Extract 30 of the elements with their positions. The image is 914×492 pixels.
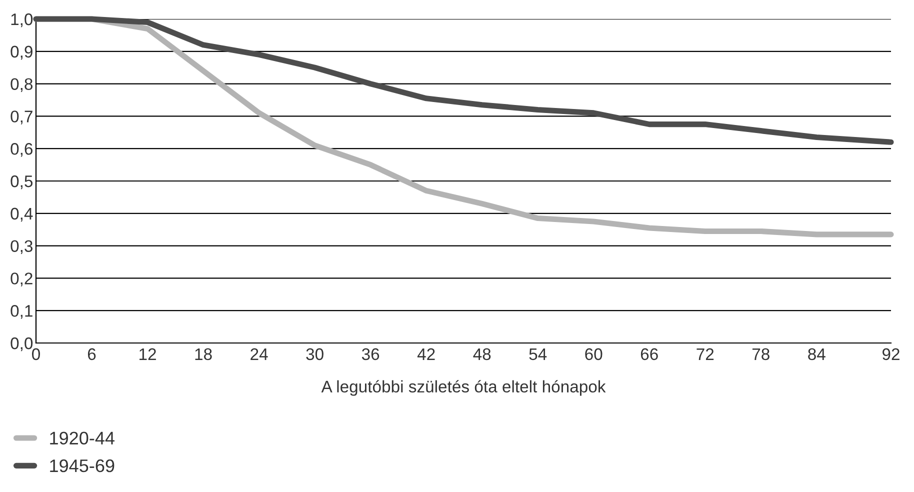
x-tick-label: 48 xyxy=(473,348,491,360)
x-tick-label: 30 xyxy=(306,348,324,360)
x-tick-label: 12 xyxy=(140,348,156,360)
x-tick-label: 84 xyxy=(808,348,826,360)
x-tick-label: 6 xyxy=(88,348,96,360)
x-tick-label: 54 xyxy=(529,348,547,360)
x-tick-label: 78 xyxy=(752,348,770,360)
y-tick-label: 0,5 xyxy=(10,175,33,190)
x-tick-label: 60 xyxy=(585,348,602,360)
x-tick-label: 36 xyxy=(362,348,380,360)
y-tick-label: 0,4 xyxy=(10,208,33,222)
legend-label: 1920-44 xyxy=(50,432,114,445)
y-tick-label: 0,7 xyxy=(10,110,32,124)
y-tick-label: 0,0 xyxy=(10,337,33,352)
x-tick-label: 92 xyxy=(882,348,900,360)
y-tick-label: 0,8 xyxy=(10,78,32,92)
y-tick-label: 0,9 xyxy=(10,46,32,60)
x-tick-label: 24 xyxy=(250,348,268,360)
x-tick-label: 66 xyxy=(640,348,658,360)
x-tick-label: 42 xyxy=(417,348,435,360)
y-tick-label: 0,2 xyxy=(10,272,32,286)
y-tick-label: 1,0 xyxy=(11,13,33,28)
y-tick-label: 0,3 xyxy=(10,240,32,254)
x-tick-label: 0 xyxy=(32,348,40,360)
y-tick-label: 0,6 xyxy=(10,143,32,157)
x-tick-label: 72 xyxy=(696,348,714,360)
x-tick-label: 18 xyxy=(195,348,212,360)
x-axis-title: A legutóbbi születés óta eltelt hónapok xyxy=(321,380,606,396)
y-tick-label: 0,1 xyxy=(10,305,32,319)
legend-label: 1945-69 xyxy=(50,459,114,472)
